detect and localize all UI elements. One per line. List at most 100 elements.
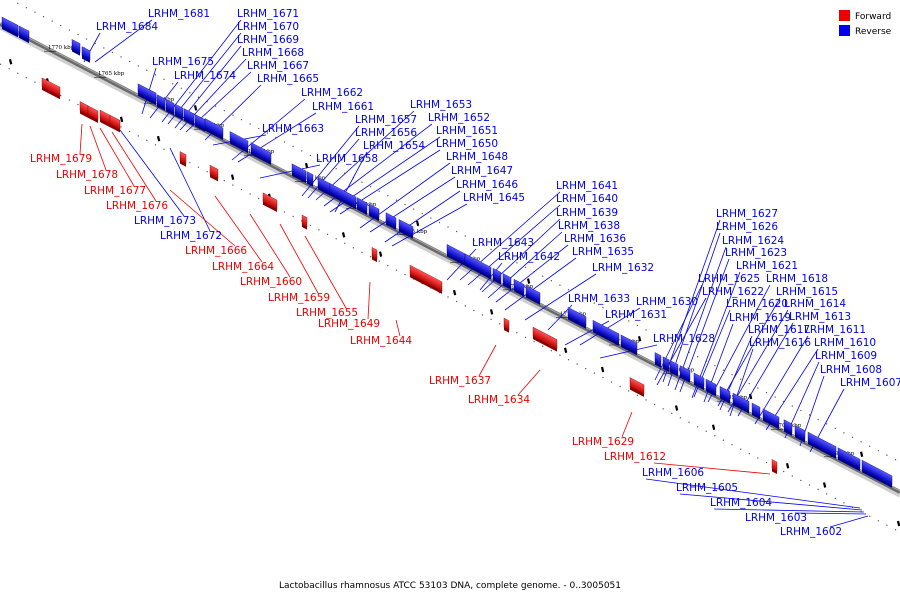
kbp-tick-label: 1770 kbp xyxy=(48,45,75,51)
leader-line xyxy=(707,284,771,403)
gene-label-lrhm-1676: LRHM_1676 xyxy=(106,200,168,212)
track-tick xyxy=(859,451,864,457)
reverse-gene-box xyxy=(654,352,662,368)
reverse-gene-box xyxy=(662,356,670,372)
gene-label-lrhm-1659: LRHM_1659 xyxy=(268,292,330,304)
forward-gene-box xyxy=(532,326,558,352)
gene-label-lrhm-1665: LRHM_1665 xyxy=(257,73,319,85)
forward-gene-box xyxy=(99,109,111,128)
gene-label-lrhm-1603: LRHM_1603 xyxy=(745,512,807,524)
forward-gene-box xyxy=(301,214,308,230)
backbone-shadow xyxy=(0,24,900,498)
gene-label-lrhm-1618: LRHM_1618 xyxy=(766,273,828,285)
track-tick xyxy=(600,366,605,373)
gene-label-lrhm-1636: LRHM_1636 xyxy=(564,233,626,245)
track-tick xyxy=(341,232,346,238)
gene-label-lrhm-1644: LRHM_1644 xyxy=(350,335,412,347)
gene-label-lrhm-1614: LRHM_1614 xyxy=(784,298,846,310)
reverse-gene-box xyxy=(679,365,691,383)
reverse-gene-box xyxy=(385,212,397,230)
reverse-gene-box xyxy=(71,39,81,56)
gene-label-lrhm-1605: LRHM_1605 xyxy=(676,482,738,494)
gene-label-lrhm-1651: LRHM_1651 xyxy=(436,125,498,137)
gene-label-lrhm-1678: LRHM_1678 xyxy=(56,169,118,181)
track-tick xyxy=(637,336,642,342)
reverse-gene-box xyxy=(525,285,541,305)
track-tick xyxy=(415,220,420,227)
gene-label-lrhm-1646: LRHM_1646 xyxy=(456,179,518,191)
forward-gene-box xyxy=(179,151,187,167)
reverse-gene-box xyxy=(464,253,492,280)
reverse-gene-box xyxy=(751,402,761,420)
reverse-gene-box xyxy=(174,103,184,121)
reverse-gene-box xyxy=(620,334,638,356)
reverse-gene-box xyxy=(705,378,717,397)
leader-line xyxy=(367,281,371,320)
leader-line xyxy=(395,319,401,337)
track-tick xyxy=(230,174,235,180)
gene-label-lrhm-1657: LRHM_1657 xyxy=(355,114,417,126)
track-tick xyxy=(563,347,568,354)
gene-label-lrhm-1656: LRHM_1656 xyxy=(355,127,417,139)
gene-features xyxy=(1,16,893,488)
reverse-gene-box xyxy=(356,197,368,215)
gene-label-lrhm-1634: LRHM_1634 xyxy=(468,394,530,406)
reverse-gene-box xyxy=(81,46,91,63)
forward-gene-box xyxy=(41,77,61,100)
gene-label-lrhm-1649: LRHM_1649 xyxy=(318,318,380,330)
gene-label-lrhm-1621: LRHM_1621 xyxy=(736,260,798,272)
gene-label-lrhm-1668: LRHM_1668 xyxy=(242,47,304,59)
leader-line xyxy=(89,125,107,171)
forward-gene-box xyxy=(79,101,89,118)
gene-label-lrhm-1638: LRHM_1638 xyxy=(558,220,620,232)
gene-label-lrhm-1662: LRHM_1662 xyxy=(301,87,363,99)
gene-label-lrhm-1620: LRHM_1620 xyxy=(726,298,788,310)
gene-label-lrhm-1664: LRHM_1664 xyxy=(212,261,274,273)
leader-line xyxy=(369,176,456,233)
gene-label-lrhm-1650: LRHM_1650 xyxy=(436,138,498,150)
forward-gene-box xyxy=(262,192,278,213)
reverse-gene-box xyxy=(183,108,195,126)
leader-line xyxy=(645,478,861,509)
gene-label-lrhm-1677: LRHM_1677 xyxy=(84,185,146,197)
gene-label-lrhm-1660: LRHM_1660 xyxy=(240,276,302,288)
leader-line xyxy=(384,190,461,243)
gene-label-lrhm-1606: LRHM_1606 xyxy=(642,467,704,479)
legend: Forward Reverse xyxy=(839,10,892,37)
reverse-gene-box xyxy=(592,320,620,346)
reverse-gene-box xyxy=(306,171,314,187)
forward-gene-box xyxy=(87,105,99,123)
leader-line xyxy=(279,223,319,294)
gene-label-lrhm-1653: LRHM_1653 xyxy=(410,99,472,111)
reverse-gene-box xyxy=(250,142,272,165)
gene-label-lrhm-1602: LRHM_1602 xyxy=(780,526,842,538)
gene-label-lrhm-1672: LRHM_1672 xyxy=(160,230,222,242)
gene-label-lrhm-1640: LRHM_1640 xyxy=(556,193,618,205)
reverse-gene-box xyxy=(398,219,414,239)
reverse-gene-box xyxy=(513,278,525,297)
forward-gene-box xyxy=(771,459,778,475)
reverse-gene-box xyxy=(156,94,166,111)
track-tick xyxy=(896,520,900,527)
gene-label-lrhm-1623: LRHM_1623 xyxy=(725,247,787,259)
gene-label-lrhm-1604: LRHM_1604 xyxy=(710,497,772,509)
gene-label-lrhm-1626: LRHM_1626 xyxy=(716,221,778,233)
reverse-gene-box xyxy=(204,118,224,140)
forward-gene-box xyxy=(503,317,510,333)
gene-label-lrhm-1616: LRHM_1616 xyxy=(749,337,811,349)
reverse-gene-box xyxy=(1,16,19,38)
leader-line xyxy=(237,112,317,163)
leader-line xyxy=(169,189,236,247)
leader-line xyxy=(717,297,781,407)
gene-label-lrhm-1661: LRHM_1661 xyxy=(312,101,374,113)
leader-line xyxy=(679,493,863,511)
gene-label-lrhm-1624: LRHM_1624 xyxy=(722,235,784,247)
gene-label-lrhm-1648: LRHM_1648 xyxy=(446,151,508,163)
gene-label-lrhm-1667: LRHM_1667 xyxy=(247,60,309,72)
gene-label-lrhm-1681: LRHM_1681 xyxy=(148,8,210,20)
track-tick xyxy=(304,162,309,169)
track-tick xyxy=(674,405,679,411)
track-tick xyxy=(193,105,198,111)
leader-line xyxy=(504,257,577,311)
